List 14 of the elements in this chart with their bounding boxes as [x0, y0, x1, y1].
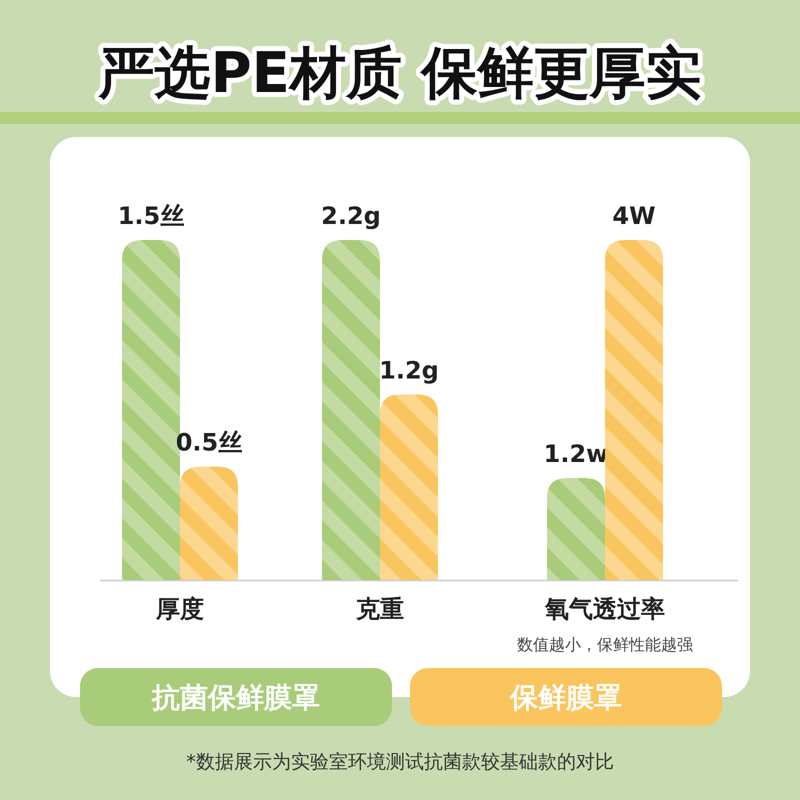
text: 保鲜膜罩: [509, 681, 622, 714]
data-label: 1.2g: [379, 356, 439, 385]
text: 抗菌保鲜膜罩: [151, 681, 320, 714]
x-tick-label: 克重: [355, 595, 404, 623]
data-label: 2.2g: [321, 202, 381, 230]
x-tick-label: 氧气透过率: [544, 595, 665, 623]
text: 严选PE材质 保鲜更厚实: [98, 41, 702, 106]
data-label: 1.5丝: [118, 202, 184, 230]
data-label: 4W: [612, 202, 656, 230]
text: *数据展示为实验室环境测试抗菌款较基础款的对比: [186, 751, 614, 773]
data-label: 1.2w: [544, 440, 608, 468]
data-label: 0.5丝: [176, 428, 242, 457]
text: 数值越小，保鲜性能越强: [517, 635, 693, 654]
x-tick-label: 厚度: [155, 595, 204, 623]
